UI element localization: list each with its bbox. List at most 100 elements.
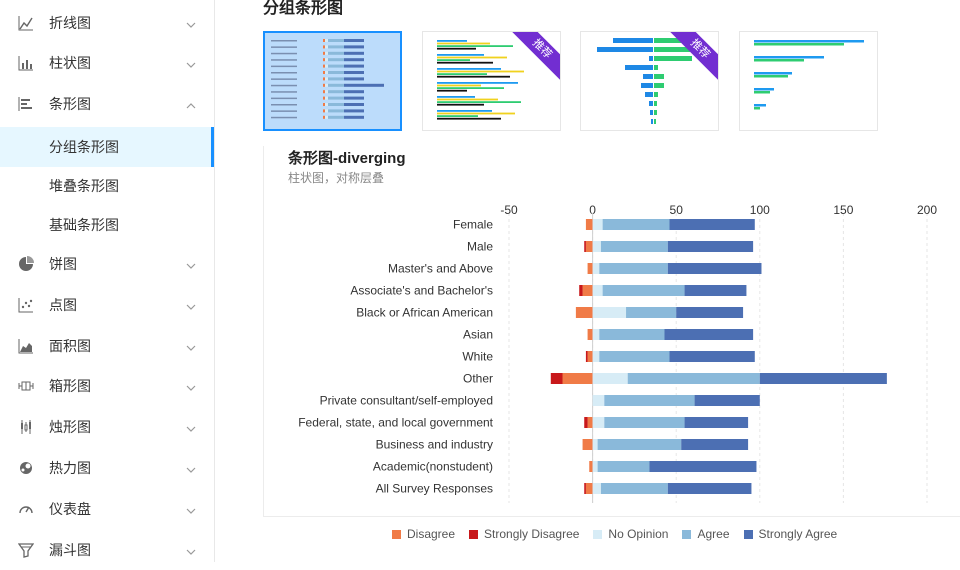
bar-agree[interactable]: [602, 219, 670, 230]
legend-item[interactable]: Disagree: [392, 527, 455, 541]
thumb-bar: [328, 51, 344, 55]
bar-disagree[interactable]: [575, 307, 593, 318]
bar-agree[interactable]: [604, 417, 685, 428]
bar-strongly-agree[interactable]: [681, 439, 749, 450]
bar-disagree[interactable]: [587, 263, 593, 274]
bar-disagree[interactable]: [585, 241, 593, 252]
sidebar-subitem[interactable]: 分组条形图: [0, 127, 214, 167]
sidebar-item-funnel[interactable]: 漏斗图: [0, 530, 214, 570]
bar-no-opinion[interactable]: [592, 417, 605, 428]
bar-agree[interactable]: [599, 263, 668, 274]
bar-agree[interactable]: [600, 483, 668, 494]
bar-no-opinion[interactable]: [592, 285, 603, 296]
thumbnail-population[interactable]: 推荐: [580, 31, 719, 131]
thumbnail-diverging[interactable]: [263, 31, 402, 131]
thumb-bar: [328, 103, 344, 106]
sidebar-item-heatmap[interactable]: 热力图: [0, 448, 214, 488]
thumb-bar: [437, 47, 476, 50]
chevron-down-icon[interactable]: [186, 340, 196, 351]
sidebar-item-line-chart[interactable]: 折线图: [0, 3, 214, 43]
thumb-bar: [613, 38, 653, 43]
bar-no-opinion[interactable]: [592, 263, 600, 274]
x-tick-label: 50: [670, 203, 684, 217]
sidebar-subitem[interactable]: 堆叠条形图: [0, 166, 214, 206]
bar-strongly-agree[interactable]: [676, 307, 744, 318]
sidebar-item-column-chart[interactable]: 柱状图: [0, 43, 214, 83]
bar-agree[interactable]: [626, 307, 677, 318]
sidebar-subitem[interactable]: 基础条形图: [0, 205, 214, 245]
bar-no-opinion[interactable]: [592, 219, 603, 230]
bar-agree[interactable]: [600, 241, 668, 252]
bar-no-opinion[interactable]: [592, 241, 601, 252]
bar-strongly-disagree[interactable]: [584, 417, 588, 428]
bar-agree[interactable]: [599, 329, 665, 340]
bar-disagree[interactable]: [585, 483, 593, 494]
bar-strongly-agree[interactable]: [669, 351, 755, 362]
chevron-down-icon[interactable]: [186, 17, 196, 28]
bar-strongly-disagree[interactable]: [579, 285, 583, 296]
chevron-down-icon[interactable]: [186, 258, 196, 269]
bar-disagree[interactable]: [562, 373, 593, 384]
bar-strongly-agree[interactable]: [684, 417, 749, 428]
bar-strongly-agree[interactable]: [667, 263, 762, 274]
chevron-down-icon[interactable]: [186, 421, 196, 432]
sidebar-item-area-chart[interactable]: 面积图: [0, 326, 214, 366]
bar-strongly-agree[interactable]: [669, 219, 755, 230]
chevron-down-icon[interactable]: [186, 503, 196, 514]
thumb-label-line: [271, 91, 297, 93]
bar-no-opinion[interactable]: [592, 351, 600, 362]
thumb-bar: [754, 91, 770, 94]
bar-agree[interactable]: [599, 351, 670, 362]
chevron-down-icon[interactable]: [186, 299, 196, 310]
thumb-bar: [754, 59, 804, 62]
chevron-down-icon[interactable]: [186, 544, 196, 555]
bar-strongly-disagree[interactable]: [585, 351, 588, 362]
bar-disagree[interactable]: [582, 285, 593, 296]
legend-item[interactable]: Strongly Disagree: [469, 527, 579, 541]
bar-strongly-agree[interactable]: [667, 241, 754, 252]
bar-agree[interactable]: [627, 373, 760, 384]
bar-agree[interactable]: [602, 285, 685, 296]
thumbnail-basic[interactable]: [739, 31, 878, 131]
bar-disagree[interactable]: [585, 219, 593, 230]
bar-no-opinion[interactable]: [592, 461, 598, 472]
legend-item[interactable]: Agree: [682, 527, 730, 541]
sidebar-item-gauge[interactable]: 仪表盘: [0, 489, 214, 529]
bar-strongly-agree[interactable]: [667, 483, 752, 494]
bar-no-opinion[interactable]: [592, 307, 627, 318]
sidebar-item-candlestick-chart[interactable]: 烛形图: [0, 407, 214, 447]
bar-no-opinion[interactable]: [592, 329, 600, 340]
sidebar-item-bar-chart[interactable]: 条形图: [0, 84, 214, 124]
bar-no-opinion[interactable]: [592, 395, 605, 406]
legend-item[interactable]: No Opinion: [593, 527, 668, 541]
chevron-up-icon[interactable]: [186, 98, 196, 109]
bar-disagree[interactable]: [587, 417, 593, 428]
legend-item[interactable]: Strongly Agree: [743, 527, 837, 541]
bar-strongly-agree[interactable]: [649, 461, 757, 472]
sidebar-item-box-chart[interactable]: 箱形图: [0, 366, 214, 406]
bar-disagree[interactable]: [589, 461, 593, 472]
thumbnail-grouped[interactable]: 推荐: [422, 31, 561, 131]
bar-agree[interactable]: [597, 439, 682, 450]
bar-strongly-agree[interactable]: [694, 395, 760, 406]
bar-strongly-disagree[interactable]: [550, 373, 563, 384]
bar-strongly-disagree[interactable]: [584, 483, 586, 494]
bar-disagree[interactable]: [587, 329, 593, 340]
bar-strongly-agree[interactable]: [684, 285, 747, 296]
bar-agree[interactable]: [597, 461, 650, 472]
bar-disagree[interactable]: [587, 351, 593, 362]
bar-agree[interactable]: [604, 395, 695, 406]
bar-strongly-agree[interactable]: [759, 373, 887, 384]
sidebar-item-scatter-chart[interactable]: 点图: [0, 285, 214, 325]
bar-strongly-agree[interactable]: [664, 329, 754, 340]
bar-disagree[interactable]: [582, 439, 593, 450]
bar-no-opinion[interactable]: [592, 373, 628, 384]
chart-title: 条形图-diverging: [288, 150, 406, 167]
sidebar-item-pie-chart[interactable]: 饼图: [0, 244, 214, 284]
chevron-down-icon[interactable]: [186, 57, 196, 68]
chevron-down-icon[interactable]: [186, 380, 196, 391]
bar-strongly-disagree[interactable]: [584, 241, 586, 252]
chevron-down-icon[interactable]: [186, 462, 196, 473]
bar-no-opinion[interactable]: [592, 483, 601, 494]
bar-no-opinion[interactable]: [592, 439, 598, 450]
